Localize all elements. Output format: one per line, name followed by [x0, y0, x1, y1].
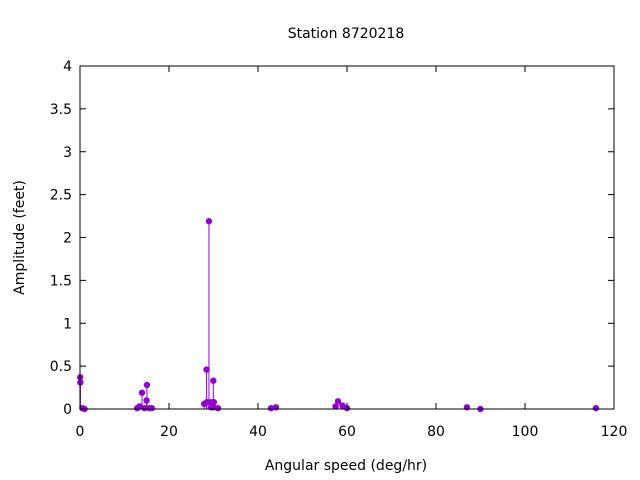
- y-tick-label: 3.5: [50, 102, 72, 118]
- stem-point: [148, 404, 156, 412]
- y-tick-label: 0.5: [50, 359, 72, 375]
- y-tick-label: 1.5: [50, 273, 72, 289]
- x-axis-label: Angular speed (deg/hr): [265, 458, 427, 474]
- stem-point: [334, 398, 342, 405]
- x-tick-label: 40: [249, 424, 267, 440]
- y-tick-label: 2: [63, 231, 72, 247]
- stem-point: [136, 403, 143, 410]
- y-axis: 0 0.5 1 1.5 2 2.5 3 3.5 4: [50, 59, 614, 418]
- chart-title: Station 8720218: [288, 26, 405, 42]
- stem-point: [203, 366, 210, 373]
- stem-point: [138, 389, 146, 396]
- y-tick-label: 4: [63, 59, 72, 75]
- x-tick-label: 20: [160, 424, 178, 440]
- x-tick-label: 80: [427, 424, 445, 440]
- stem-point: [272, 404, 280, 411]
- y-tick-label: 2.5: [50, 188, 72, 204]
- y-tick-label: 3: [63, 145, 72, 161]
- stem-point: [332, 403, 339, 410]
- y-tick-label: 1: [63, 316, 72, 332]
- x-tick-label: 100: [512, 424, 539, 440]
- x-tick-label: 60: [338, 424, 356, 440]
- stem-point: [210, 398, 218, 406]
- x-axis: 0 20 40 60 80 100 120: [76, 66, 628, 440]
- stem-point: [143, 381, 151, 389]
- y-tick-label: 0: [63, 402, 72, 418]
- x-tick-label: 0: [76, 424, 85, 440]
- x-tick-label: 120: [601, 424, 628, 440]
- stem-point: [463, 404, 471, 411]
- y-axis-label: Amplitude (feet): [12, 180, 28, 295]
- stem-point: [205, 218, 213, 225]
- stem-series: [76, 218, 600, 413]
- stem-point: [267, 404, 275, 412]
- stem-point: [210, 377, 217, 384]
- stem-point: [214, 404, 222, 412]
- stem-point: [592, 404, 600, 412]
